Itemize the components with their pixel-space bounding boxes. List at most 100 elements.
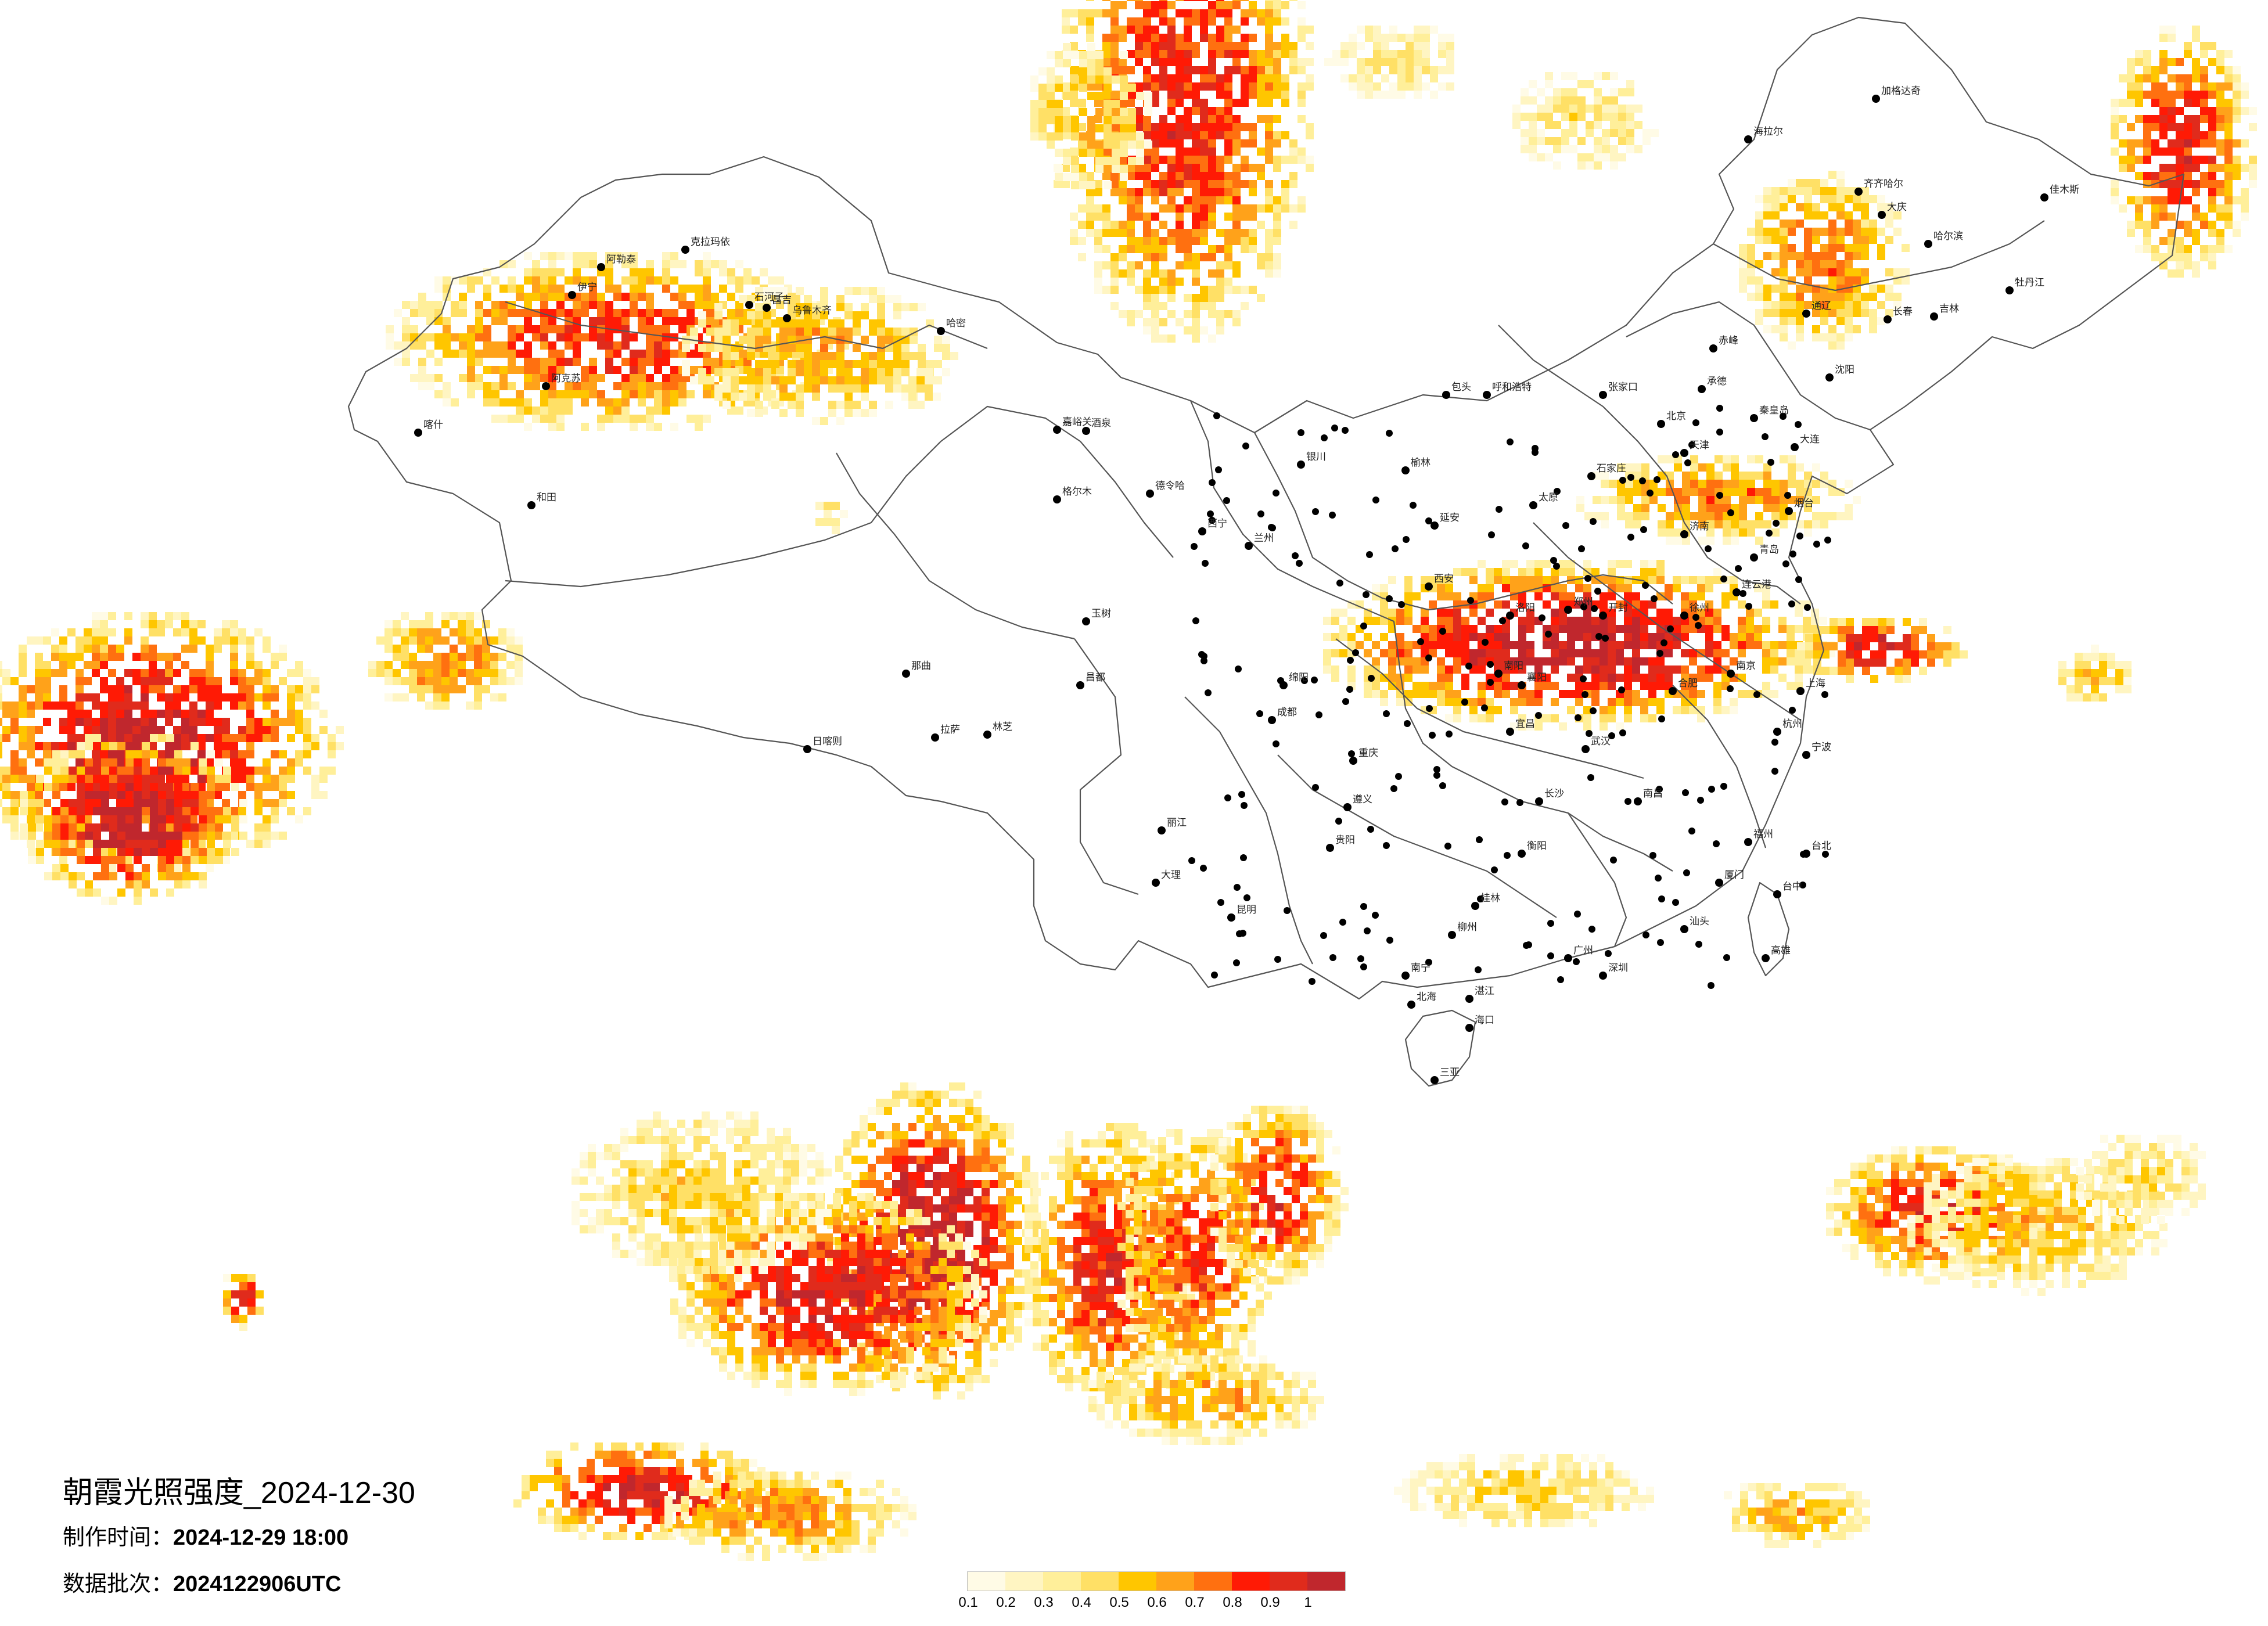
intensity-cell xyxy=(1347,674,1356,682)
intensity-cell xyxy=(2241,107,2249,115)
intensity-cell xyxy=(2135,99,2143,107)
intensity-cell xyxy=(165,661,173,669)
intensity-cell xyxy=(727,276,735,285)
intensity-cell xyxy=(1845,244,1853,252)
intensity-cell xyxy=(613,293,621,301)
intensity-cell xyxy=(303,750,311,758)
intensity-cell xyxy=(498,653,506,661)
intensity-cell xyxy=(1281,99,1289,107)
intensity-cell xyxy=(630,382,638,390)
intensity-cell xyxy=(1698,512,1706,520)
intensity-cell xyxy=(1192,9,1200,17)
intensity-cell xyxy=(199,872,207,880)
intensity-cell xyxy=(132,742,141,750)
intensity-cell xyxy=(199,815,207,823)
intensity-cell xyxy=(678,301,686,309)
intensity-cell xyxy=(458,653,466,661)
intensity-cell xyxy=(1380,674,1388,682)
intensity-cell xyxy=(409,636,417,645)
intensity-cell xyxy=(117,791,125,799)
intensity-cell xyxy=(1870,650,1878,659)
intensity-cell xyxy=(67,815,76,823)
intensity-cell xyxy=(141,693,149,702)
intensity-cell xyxy=(540,285,548,293)
intensity-cell xyxy=(1960,650,1968,659)
intensity-cell xyxy=(2184,156,2192,164)
intensity-cell xyxy=(246,750,254,758)
intensity-cell xyxy=(199,832,207,840)
intensity-cell xyxy=(2208,42,2216,50)
intensity-cell xyxy=(2168,196,2176,204)
intensity-cell xyxy=(1698,520,1706,528)
intensity-cell xyxy=(1706,472,1715,480)
intensity-cell xyxy=(1429,600,1437,609)
intensity-cell xyxy=(124,718,132,726)
intensity-cell xyxy=(2111,148,2119,156)
intensity-cell xyxy=(246,775,254,783)
intensity-cell xyxy=(132,653,141,661)
intensity-cell xyxy=(35,823,43,832)
intensity-cell xyxy=(418,301,426,309)
intensity-cell xyxy=(1167,278,1176,286)
intensity-cell xyxy=(1127,26,1135,34)
intensity-cell xyxy=(1102,229,1110,237)
intensity-cell xyxy=(731,368,739,376)
intensity-cell xyxy=(779,376,788,384)
intensity-cell xyxy=(1626,137,1634,145)
intensity-cell xyxy=(1836,260,1845,268)
intensity-cell xyxy=(1112,75,1120,84)
intensity-cell xyxy=(1624,690,1632,698)
intensity-cell xyxy=(1143,123,1151,131)
intensity-cell xyxy=(418,358,426,366)
intensity-cell xyxy=(1828,333,1836,341)
intensity-cell xyxy=(1586,105,1594,113)
intensity-cell xyxy=(1853,228,1861,236)
intensity-cell xyxy=(20,832,28,840)
intensity-cell xyxy=(1184,50,1192,58)
intensity-cell xyxy=(1594,161,1602,170)
intensity-cell xyxy=(1689,674,1697,682)
intensity-cell xyxy=(1738,649,1746,657)
intensity-cell xyxy=(1602,137,1610,145)
intensity-cell xyxy=(166,775,174,783)
intensity-cell xyxy=(1102,58,1110,66)
intensity-cell xyxy=(1119,26,1127,34)
intensity-cell xyxy=(2159,131,2168,139)
intensity-cell xyxy=(238,758,246,767)
intensity-cell xyxy=(166,856,174,864)
intensity-cell xyxy=(1486,584,1494,592)
intensity-cell xyxy=(1289,148,1297,156)
intensity-cell xyxy=(1713,698,1721,706)
intensity-cell xyxy=(417,685,425,693)
intensity-cell xyxy=(142,840,150,848)
intensity-cell xyxy=(2168,180,2176,188)
intensity-cell xyxy=(2111,99,2119,107)
intensity-cell xyxy=(2200,82,2208,91)
intensity-cell xyxy=(1112,100,1120,108)
intensity-cell xyxy=(1273,58,1281,66)
intensity-cell xyxy=(319,726,328,734)
intensity-cell xyxy=(1241,156,1249,164)
intensity-cell xyxy=(191,832,199,840)
intensity-cell xyxy=(1730,657,1738,665)
intensity-cell xyxy=(101,767,109,775)
intensity-cell xyxy=(1421,617,1429,625)
intensity-cell xyxy=(1404,584,1412,592)
intensity-cell xyxy=(1518,690,1526,698)
intensity-cell xyxy=(796,336,804,344)
intensity-cell xyxy=(2151,245,2159,253)
intensity-cell xyxy=(60,807,69,815)
intensity-cell xyxy=(1104,141,1112,149)
intensity-cell xyxy=(117,864,125,872)
intensity-cell xyxy=(828,401,836,409)
intensity-cell xyxy=(1610,105,1618,113)
intensity-cell xyxy=(2119,115,2127,123)
intensity-cell xyxy=(1339,609,1347,617)
intensity-cell xyxy=(678,325,686,333)
intensity-cell xyxy=(836,352,844,360)
intensity-cell xyxy=(425,636,433,645)
intensity-cell xyxy=(731,328,739,336)
intensity-cell xyxy=(1104,181,1112,189)
intensity-cell xyxy=(1575,665,1583,674)
intensity-cell xyxy=(686,301,695,309)
